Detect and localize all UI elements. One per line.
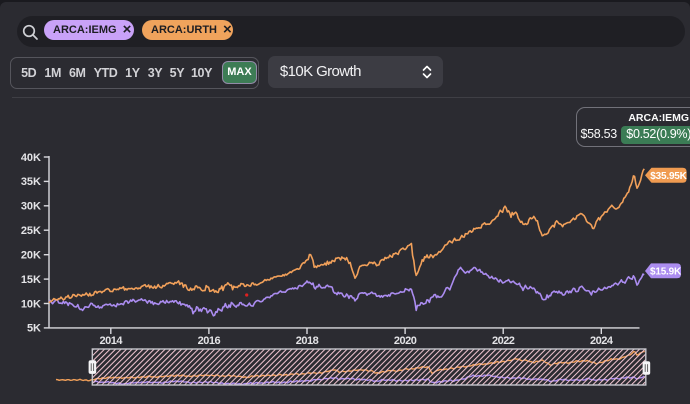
svg-text:2024: 2024	[590, 335, 614, 347]
svg-text:2016: 2016	[198, 335, 221, 347]
svg-text:40K: 40K	[21, 152, 41, 164]
svg-text:10K: 10K	[21, 298, 41, 310]
svg-text:$15.9K: $15.9K	[650, 267, 682, 278]
svg-text:2018: 2018	[296, 335, 319, 347]
svg-text:15K: 15K	[21, 274, 41, 286]
svg-text:$35.95K: $35.95K	[650, 171, 687, 182]
svg-text:2020: 2020	[394, 335, 417, 347]
svg-text:25K: 25K	[21, 225, 41, 237]
svg-text:20K: 20K	[21, 250, 41, 262]
svg-text:2022: 2022	[492, 335, 515, 347]
svg-text:2014: 2014	[100, 335, 124, 347]
svg-text:30K: 30K	[21, 201, 41, 213]
svg-text:5K: 5K	[27, 323, 41, 335]
svg-text:35K: 35K	[21, 176, 41, 188]
